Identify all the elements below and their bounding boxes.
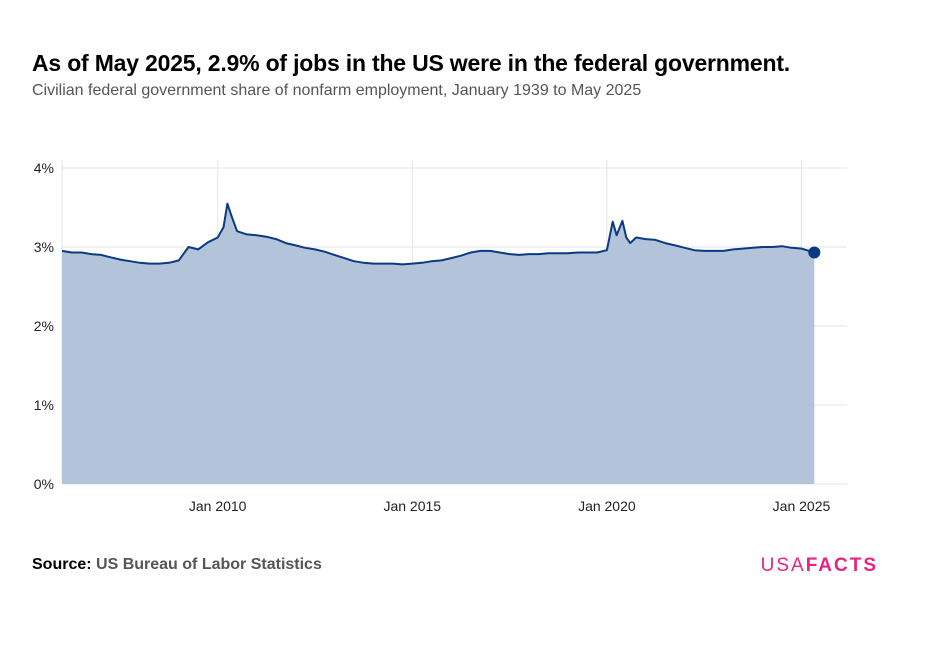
y-tick-label: 1% [34,397,54,413]
brand-bold: FACTS [805,555,878,576]
y-axis-ticks: 0% 1% 2% 3% 4% [34,160,54,492]
source-text: US Bureau of Labor Statistics [96,556,322,573]
x-tick-label: Jan 2025 [773,498,831,514]
chart-subtitle: Civilian federal government share of non… [32,82,642,99]
brand-light: USA [760,555,806,576]
latest-value-marker [808,246,821,259]
x-tick-label: Jan 2010 [189,498,247,514]
source-note: Source: US Bureau of Labor Statistics [32,556,322,574]
usafacts-logo: USAFACTS [761,555,878,577]
series-line [61,202,815,266]
y-tick-label: 3% [34,239,54,255]
chart-title: As of May 2025, 2.9% of jobs in the US w… [32,50,790,76]
y-tick-label: 2% [34,318,54,334]
x-tick-label: Jan 2015 [383,498,441,514]
x-tick-label: Jan 2020 [578,498,636,514]
y-tick-label: 0% [34,476,54,492]
area-fill [62,203,815,484]
x-axis-ticks: Jan 2010 Jan 2015 Jan 2020 Jan 2025 [189,498,831,514]
y-tick-label: 4% [34,160,54,176]
source-label: Source: [32,556,92,573]
